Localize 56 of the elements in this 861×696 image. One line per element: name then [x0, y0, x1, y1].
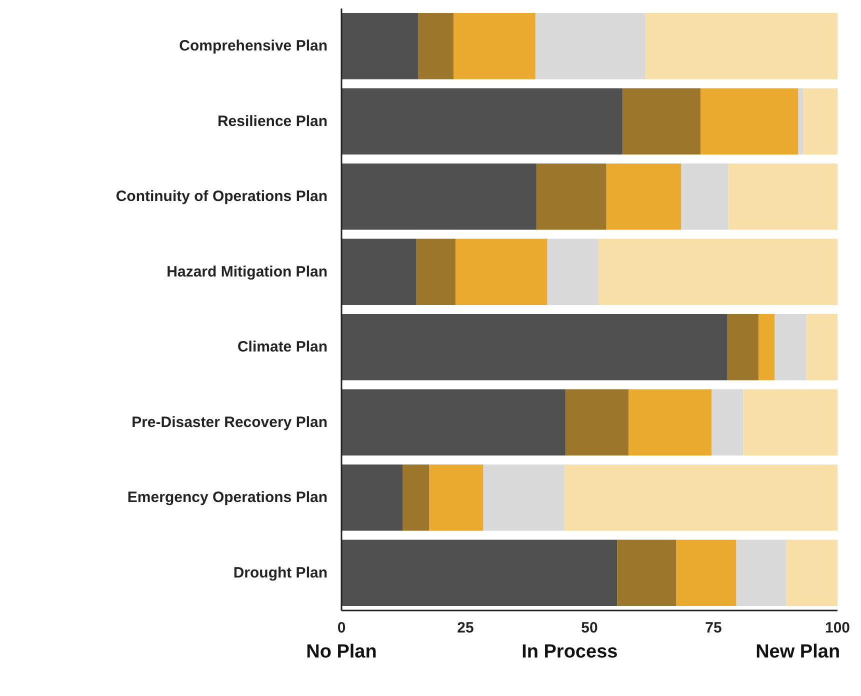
bar: [483, 464, 565, 531]
bar: [617, 540, 676, 606]
bar: [736, 540, 786, 606]
bar: [646, 13, 838, 80]
bar: [342, 164, 536, 230]
bar: [342, 464, 403, 531]
bar: [342, 314, 728, 380]
bar: [535, 13, 646, 80]
bar: [566, 389, 629, 456]
y-tick-label: Drought Plan: [233, 564, 328, 582]
y-tick-label: Climate Plan: [237, 338, 328, 356]
bar: [606, 164, 682, 230]
text: In Process: [522, 642, 618, 662]
y-tick-label: Resilience Plan: [217, 112, 328, 130]
bar: [806, 314, 838, 380]
bar: [628, 389, 712, 456]
text: New Plan: [756, 642, 840, 662]
bar: [402, 464, 430, 531]
y-tick-label: Emergency Operations Plan: [127, 489, 328, 506]
bar: [798, 88, 804, 154]
bar: [342, 389, 566, 456]
bar: [743, 389, 838, 456]
bar: [547, 238, 598, 305]
y-tick-label: Comprehensive Plan: [179, 38, 328, 55]
bar: [728, 164, 838, 230]
bar: [342, 88, 623, 154]
y-tick-label: Hazard Mitigation Plan: [166, 263, 328, 280]
bar: [786, 540, 838, 606]
bar: [758, 314, 775, 380]
bar: [727, 314, 759, 380]
bar: [598, 238, 838, 305]
x-tick-label: 50: [581, 620, 598, 636]
x-tick-label: 25: [457, 620, 474, 636]
y-tick-label: Pre-Disaster Recovery Plan: [132, 414, 328, 431]
bar: [342, 13, 418, 80]
bar: [418, 13, 454, 80]
bar: [622, 88, 701, 154]
bar: [676, 540, 736, 606]
bar: [416, 238, 456, 305]
bar: [342, 238, 416, 305]
x-tick-label: 100: [824, 620, 850, 636]
bar: [342, 540, 618, 606]
text: No Plan: [306, 642, 377, 662]
x-tick-label: 0: [337, 620, 346, 636]
bar: [564, 464, 838, 531]
y-tick-label: Continuity of Operations Plan: [116, 188, 328, 206]
bar: [454, 13, 536, 80]
bar: [429, 464, 484, 531]
bar: [456, 238, 548, 305]
bar: [681, 164, 728, 230]
bar: [774, 314, 807, 380]
x-tick-label: 75: [705, 620, 722, 636]
bar: [712, 389, 744, 456]
bar: [803, 88, 838, 154]
bar: [536, 164, 606, 230]
bar: [700, 88, 798, 154]
